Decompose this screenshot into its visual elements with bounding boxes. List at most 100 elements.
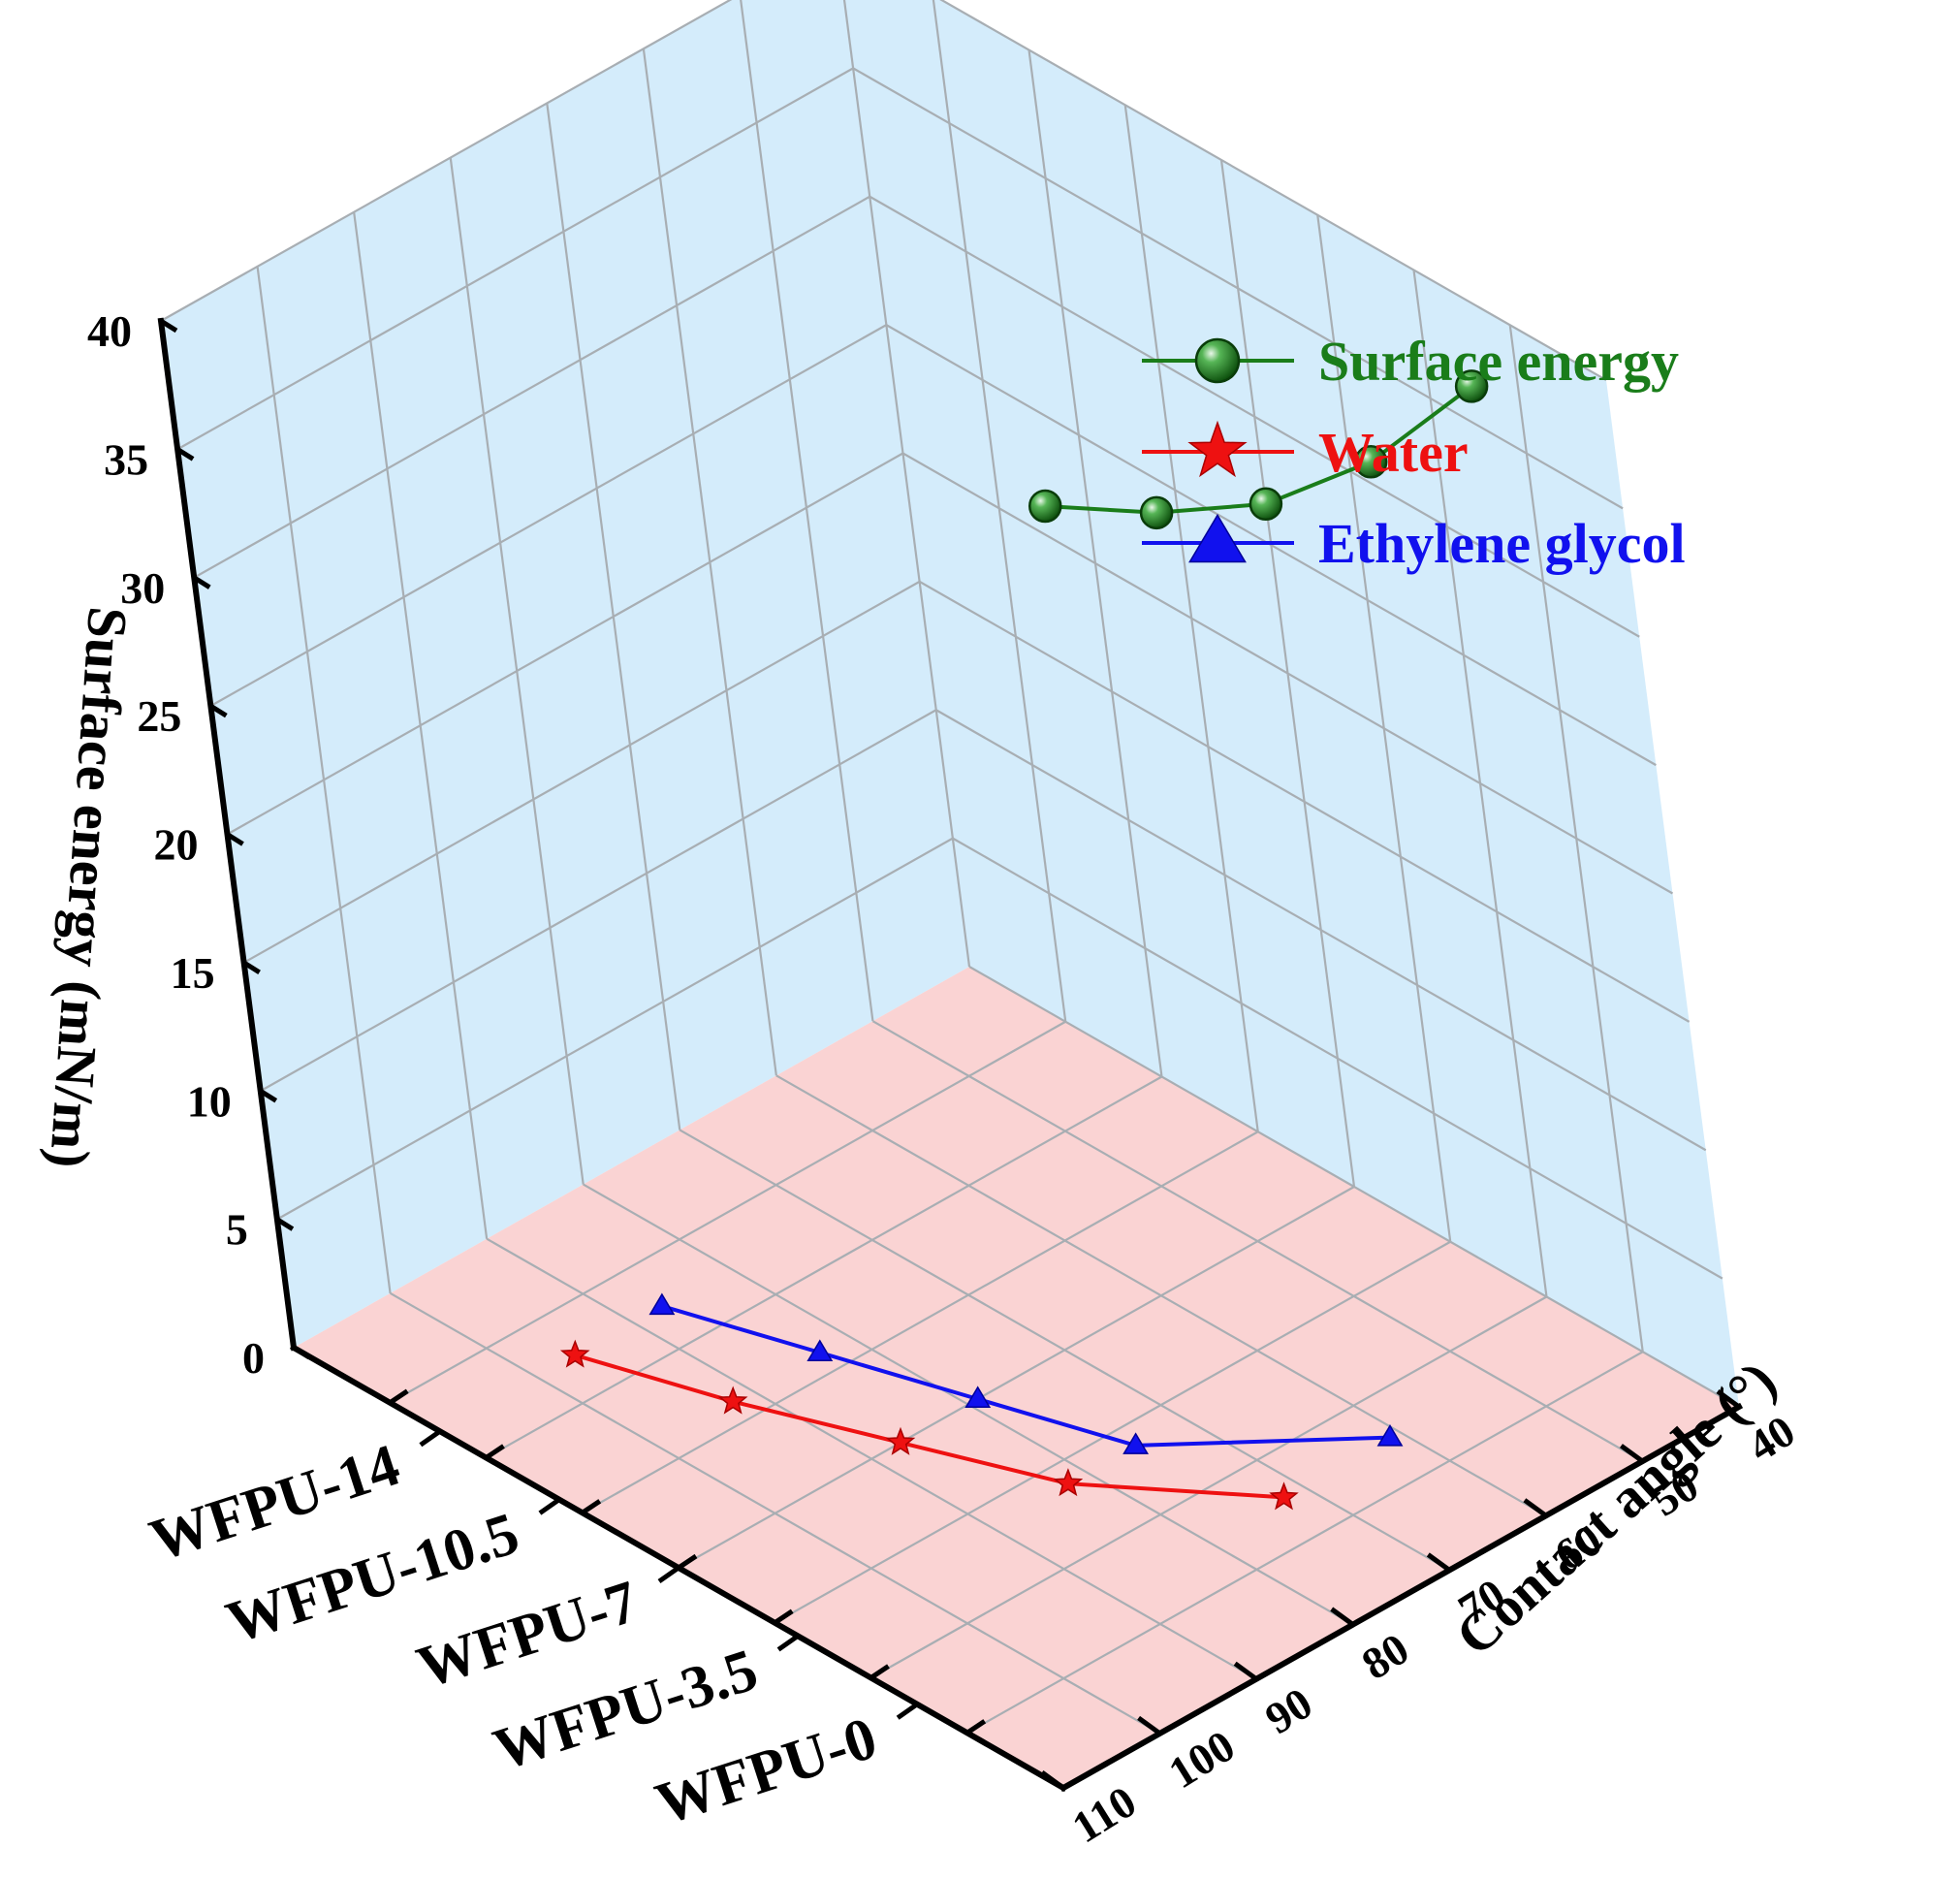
z-tick-mark: [159, 318, 178, 334]
grid-line: [932, 0, 1067, 1022]
grid-line: [449, 157, 585, 1185]
z-tick-mark: [209, 704, 228, 718]
legend-item: Water: [1142, 420, 1469, 484]
grid-line: [678, 1186, 1355, 1569]
grid-lines: [160, 0, 1740, 1735]
z-tick-label: 25: [137, 691, 181, 741]
grid-line: [256, 266, 392, 1293]
data-series: [559, 369, 1489, 1511]
category-tick-mark: [538, 1497, 561, 1515]
series-ethylene-glycol: [648, 1292, 1404, 1454]
category-minor-tick: [773, 1608, 794, 1625]
z-tick-mark: [226, 832, 244, 846]
water-marker: [1269, 1481, 1299, 1511]
legend-item: Ethylene glycol: [1142, 512, 1686, 575]
grid-line: [353, 211, 489, 1239]
grid-line: [774, 1240, 1451, 1624]
legend-label: Surface energy: [1318, 330, 1679, 393]
z-tick-label: 0: [242, 1333, 265, 1383]
category-tick-mark: [776, 1634, 800, 1652]
legend: Surface energy Water Ethylene glycol: [1142, 330, 1686, 575]
angle-tick-mark: [1426, 1552, 1451, 1573]
z-tick-mark: [275, 1217, 295, 1231]
category-minor-tick: [677, 1553, 698, 1571]
angle-axis-line: [1059, 1402, 1744, 1793]
grid-line: [966, 1351, 1644, 1735]
grid-line: [1219, 159, 1356, 1188]
legend-label: Ethylene glycol: [1318, 512, 1686, 575]
angle-tick-label: 80: [1353, 1623, 1417, 1689]
grid-line: [243, 580, 921, 964]
grid-line: [1508, 325, 1644, 1353]
surface-energy-marker: [1028, 489, 1062, 524]
z-tick-label: 30: [120, 563, 165, 613]
grid-line: [1123, 105, 1259, 1132]
grid-line: [582, 1131, 1259, 1514]
surface-energy-marker: [1353, 445, 1388, 479]
water-marker: [1187, 420, 1248, 478]
angle-tick-label: 100: [1160, 1721, 1244, 1799]
grid-line: [869, 1295, 1548, 1679]
water-marker: [1053, 1468, 1084, 1497]
z-tick-label: 5: [226, 1205, 248, 1255]
category-tick-mark: [419, 1429, 442, 1448]
category-minor-tick: [485, 1444, 505, 1460]
surface-energy-marker: [1249, 487, 1283, 522]
ethylene-glycol-marker: [806, 1339, 834, 1362]
angle-tick-mark: [1330, 1607, 1355, 1627]
surface-energy-marker: [1194, 337, 1241, 384]
series-water: [559, 1339, 1299, 1511]
category-tick-mark: [657, 1565, 680, 1584]
z-tick-label: 10: [187, 1076, 232, 1126]
water-marker: [717, 1385, 748, 1415]
angle-tick-mark: [1040, 1769, 1065, 1791]
grid-line: [176, 67, 854, 451]
z-tick-mark: [242, 960, 261, 974]
category-tick-mark: [896, 1702, 919, 1720]
grid-line: [160, 0, 733, 322]
surface-energy-marker: [1454, 369, 1489, 403]
category-minor-tick: [965, 1719, 987, 1736]
grid-line: [193, 195, 870, 579]
angle-tick-mark: [1233, 1661, 1258, 1681]
z-tick-label: 20: [154, 820, 199, 870]
category-minor-tick: [581, 1499, 602, 1515]
grid-line: [389, 1020, 1066, 1404]
angle-tick-label: 110: [1063, 1776, 1144, 1852]
z-tick-label: 35: [104, 434, 148, 484]
angle-tick-mark: [1137, 1715, 1162, 1736]
grid-line: [1412, 270, 1548, 1297]
z-tick-label: 40: [87, 306, 132, 356]
water-marker: [559, 1339, 590, 1368]
angle-tick-mark: [1716, 1388, 1741, 1410]
grid-line: [485, 1075, 1163, 1459]
grid-line: [260, 709, 937, 1093]
angle-tick-mark: [1619, 1444, 1644, 1464]
z-tick-mark: [292, 1345, 311, 1360]
ethylene-glycol-marker: [1122, 1432, 1150, 1454]
grid-line: [209, 324, 887, 708]
z-tick-mark: [175, 447, 195, 462]
grid-line: [642, 48, 777, 1076]
series-surface-energy: [1028, 369, 1489, 530]
legend-item: Surface energy: [1142, 330, 1679, 393]
grid-line: [842, 0, 971, 968]
water-marker: [885, 1426, 916, 1455]
category-minor-tick: [869, 1664, 890, 1680]
grid-line: [1316, 214, 1452, 1242]
z-axis-title: Surface energy (mN/m): [38, 605, 140, 1170]
ethylene-glycol-marker: [964, 1385, 992, 1408]
ethylene-glycol-marker: [648, 1292, 676, 1316]
grid-line: [226, 452, 904, 836]
grid-line: [1027, 49, 1163, 1077]
angle-tick-label: 90: [1256, 1678, 1320, 1744]
z-tick-label: 15: [171, 948, 215, 998]
category-minor-tick: [388, 1388, 409, 1405]
z-tick-mark: [192, 575, 211, 589]
grid-line: [740, 0, 874, 1022]
ethylene-glycol-marker: [1188, 513, 1247, 563]
grid-line: [546, 103, 681, 1131]
surface-energy-marker: [1139, 495, 1174, 530]
z-tick-mark: [259, 1089, 278, 1103]
